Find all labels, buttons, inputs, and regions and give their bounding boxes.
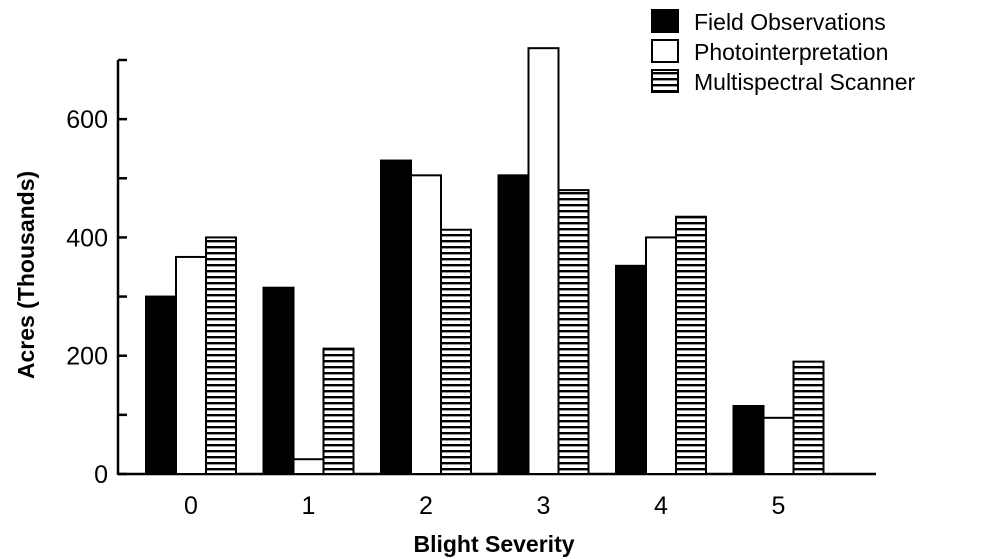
bar-multispectral-scanner-0 bbox=[205, 236, 237, 475]
bar-field-observations-2 bbox=[380, 159, 412, 476]
x-tick-label: 2 bbox=[419, 492, 433, 520]
y-tick-label: 600 bbox=[66, 106, 108, 134]
bar-multispectral-scanner-5 bbox=[792, 360, 825, 475]
bar-field-observations-4 bbox=[615, 264, 647, 475]
y-tick-label: 400 bbox=[66, 224, 108, 252]
x-tick-label: 4 bbox=[654, 492, 668, 520]
x-tick-label: 0 bbox=[184, 492, 198, 520]
bar-photointerpretation-1 bbox=[292, 458, 325, 476]
bar-photointerpretation-2 bbox=[410, 174, 442, 475]
bar-photointerpretation-5 bbox=[762, 416, 795, 476]
bar-field-observations-5 bbox=[732, 404, 765, 475]
legend-swatch-field-observations bbox=[651, 9, 679, 33]
bar-multispectral-scanner-1 bbox=[322, 347, 355, 476]
legend-label-multispectral-scanner: Multispectral Scanner bbox=[694, 69, 915, 95]
legend-swatch-photointerpretation bbox=[651, 39, 679, 63]
legend: Field Observations Photointerpretation Mul… bbox=[651, 9, 915, 95]
x-tick-label: 1 bbox=[302, 492, 316, 520]
x-axis-title: Blight Severity bbox=[413, 531, 574, 557]
bar-photointerpretation-0 bbox=[175, 255, 207, 475]
y-axis-title: Acres (Thousands) bbox=[13, 171, 39, 379]
bars bbox=[145, 47, 825, 476]
tick-labels: 0 1 2 3 4 5 0 200 400 600 bbox=[66, 106, 785, 520]
bar-multispectral-scanner-4 bbox=[675, 215, 707, 475]
bar-field-observations-0 bbox=[145, 295, 177, 476]
legend-label-field-observations: Field Observations bbox=[694, 9, 886, 35]
bar-multispectral-scanner-3 bbox=[557, 189, 590, 475]
bar-field-observations-3 bbox=[497, 174, 530, 475]
bar-photointerpretation-3 bbox=[527, 47, 560, 476]
bar-field-observations-1 bbox=[262, 286, 295, 476]
bar-multispectral-scanner-2 bbox=[440, 228, 472, 475]
bar-photointerpretation-4 bbox=[645, 236, 677, 475]
y-tick-label: 200 bbox=[66, 343, 108, 371]
y-tick-label: 0 bbox=[94, 461, 108, 489]
x-tick-label: 5 bbox=[772, 492, 786, 520]
legend-label-photointerpretation: Photointerpretation bbox=[694, 39, 888, 65]
x-tick-label: 3 bbox=[537, 492, 551, 520]
legend-swatch-multispectral-scanner bbox=[651, 69, 679, 93]
